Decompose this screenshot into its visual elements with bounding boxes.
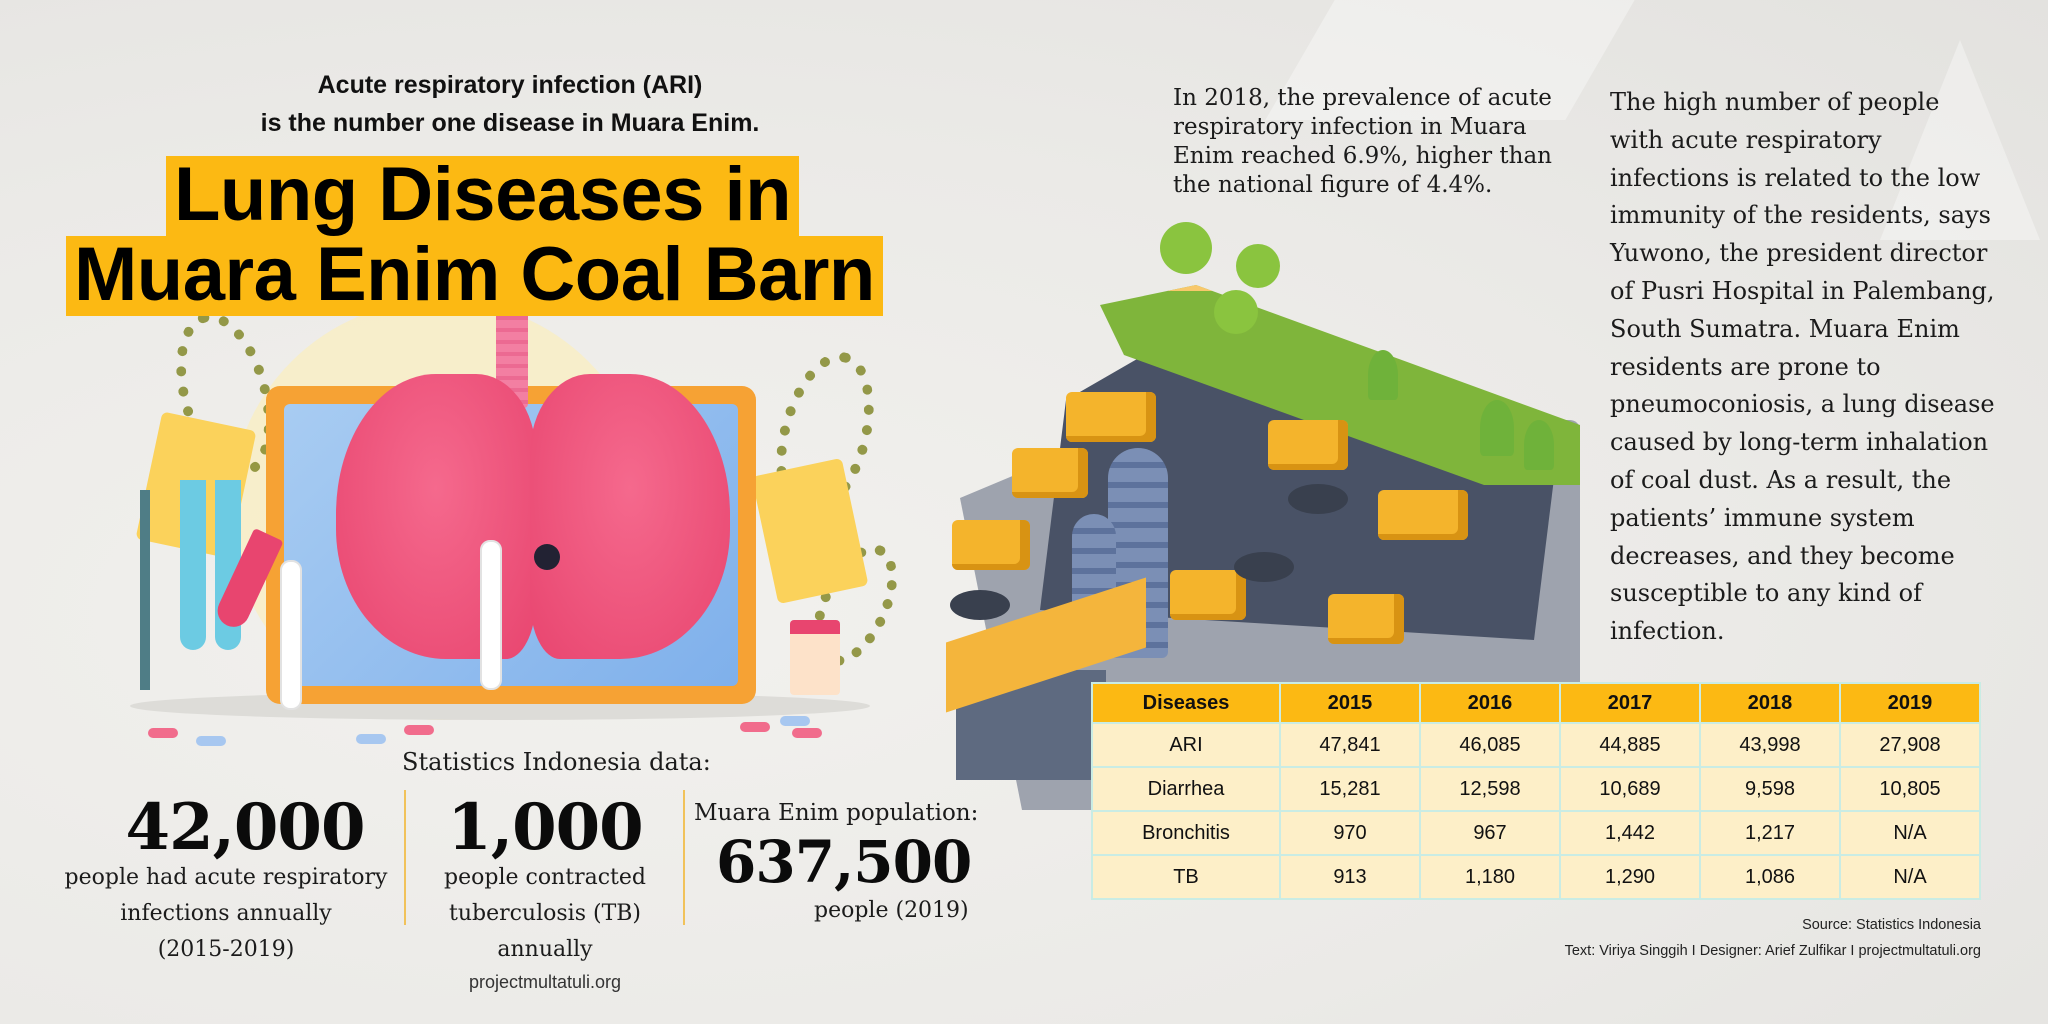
ari-annual-count: 42,000 (125, 790, 366, 865)
stethoscope-icon (534, 544, 560, 570)
table-cell: 967 (1419, 810, 1561, 856)
tree-icon (1214, 290, 1258, 334)
table-cell: 44,885 (1559, 722, 1701, 768)
lab-stand-icon (140, 490, 150, 690)
left-lung-icon (336, 374, 536, 659)
dump-truck-icon (1012, 448, 1088, 498)
pill-icon (196, 736, 226, 746)
table-header-cell: 2015 (1279, 682, 1421, 724)
table-cell: 1,290 (1559, 854, 1701, 900)
stats-divider (683, 790, 685, 925)
excavator-icon (952, 520, 1030, 570)
table-cell: N/A (1839, 854, 1981, 900)
pine-tree-icon (1480, 400, 1514, 456)
table-header-cell: 2019 (1839, 682, 1981, 724)
description-line: people had acute respiratory (64, 865, 388, 890)
pill-icon (792, 728, 822, 738)
medicine-jar-icon (790, 620, 840, 695)
coal-pile-icon (1288, 484, 1348, 514)
test-tube-icon (180, 480, 206, 650)
table-cell: 43,998 (1699, 722, 1841, 768)
description-line: (2015-2019) (157, 937, 295, 962)
table-header-cell: 2017 (1559, 682, 1701, 724)
table-cell: 1,217 (1699, 810, 1841, 856)
table-row: ARI 47,841 46,085 44,885 43,998 27,908 (1091, 722, 1981, 768)
table-cell: 12,598 (1419, 766, 1561, 812)
population-description: people (2019) (814, 898, 969, 923)
explanation-paragraph: The high number of people with acute res… (1610, 88, 1995, 646)
pine-tree-icon (1524, 420, 1554, 470)
table-header-cell: Diseases (1091, 682, 1281, 724)
dump-truck-icon (1328, 594, 1404, 644)
tb-annual-count: 1,000 (447, 790, 643, 865)
pill-icon (780, 716, 810, 726)
ari-annual-description: people had acute respiratory infections … (56, 860, 396, 968)
kicker-line-1: Acute respiratory infection (ARI) (317, 71, 703, 99)
source-credit: Source: Statistics Indonesia (1802, 917, 1981, 933)
drilling-machine-icon (1378, 490, 1468, 540)
table-cell: 913 (1279, 854, 1421, 900)
description-line: tuberculosis (TB) (448, 901, 642, 926)
dump-truck-icon (1170, 570, 1246, 620)
kicker-text: Acute respiratory infection (ARI) is the… (190, 66, 830, 142)
pill-icon (404, 725, 434, 735)
description-line: annually (497, 937, 593, 962)
coal-pile-icon (1234, 552, 1294, 582)
table-cell: Diarrhea (1091, 766, 1281, 812)
table-cell: 970 (1279, 810, 1421, 856)
table-cell: Bronchitis (1091, 810, 1281, 856)
female-doctor-figure (280, 560, 302, 710)
table-cell: N/A (1839, 810, 1981, 856)
table-header-cell: 2016 (1419, 682, 1561, 724)
table-cell: 46,085 (1419, 722, 1561, 768)
table-cell: 1,086 (1699, 854, 1841, 900)
byline-credit: Text: Viriya Singgih I Designer: Arief Z… (1564, 943, 1981, 959)
title-line-2: Muara Enim Coal Barn (66, 236, 883, 316)
coal-pile-icon (950, 590, 1010, 620)
table-cell: 1,442 (1559, 810, 1701, 856)
table-header-cell: 2018 (1699, 682, 1841, 724)
table-cell: TB (1091, 854, 1281, 900)
tree-icon (1236, 244, 1280, 288)
excavator-icon (1268, 420, 1348, 470)
table-cell: 27,908 (1839, 722, 1981, 768)
footer-url: projectmultatuli.org (468, 972, 622, 992)
pill-icon (148, 728, 178, 738)
male-doctor-figure (480, 540, 502, 690)
table-cell: 15,281 (1279, 766, 1421, 812)
population-count: 637,500 (716, 828, 972, 896)
prevalence-paragraph: In 2018, the prevalence of acute respira… (1173, 85, 1552, 198)
pill-icon (356, 734, 386, 744)
right-lung-icon (530, 374, 730, 659)
table-cell: 9,598 (1699, 766, 1841, 812)
description-line: infections annually (120, 901, 332, 926)
table-cell: 10,805 (1839, 766, 1981, 812)
description-line: people contracted (444, 865, 646, 890)
tree-icon (1160, 222, 1212, 274)
pill-icon (740, 722, 770, 732)
disease-data-table: Diseases 2015 2016 2017 2018 2019 ARI 47… (1091, 682, 1981, 900)
table-cell: 1,180 (1419, 854, 1561, 900)
stats-divider (404, 790, 406, 925)
population-label: Muara Enim population: (694, 800, 979, 826)
tb-annual-description: people contracted tuberculosis (TB) annu… (420, 860, 670, 968)
table-cell: 10,689 (1559, 766, 1701, 812)
stats-section-title: Statistics Indonesia data: (402, 748, 711, 776)
table-cell: ARI (1091, 722, 1281, 768)
kicker-line-2: is the number one disease in Muara Enim. (260, 109, 760, 137)
table-row: Bronchitis 970 967 1,442 1,217 N/A (1091, 810, 1981, 856)
drilling-machine-icon (1066, 392, 1156, 442)
table-row: Diarrhea 15,281 12,598 10,689 9,598 10,8… (1091, 766, 1981, 812)
table-cell: 47,841 (1279, 722, 1421, 768)
table-row: TB 913 1,180 1,290 1,086 N/A (1091, 854, 1981, 900)
pine-tree-icon (1368, 350, 1398, 400)
title-line-1: Lung Diseases in (166, 156, 800, 236)
table-header-row: Diseases 2015 2016 2017 2018 2019 (1091, 682, 1981, 724)
warehouse-building-icon (946, 577, 1146, 795)
